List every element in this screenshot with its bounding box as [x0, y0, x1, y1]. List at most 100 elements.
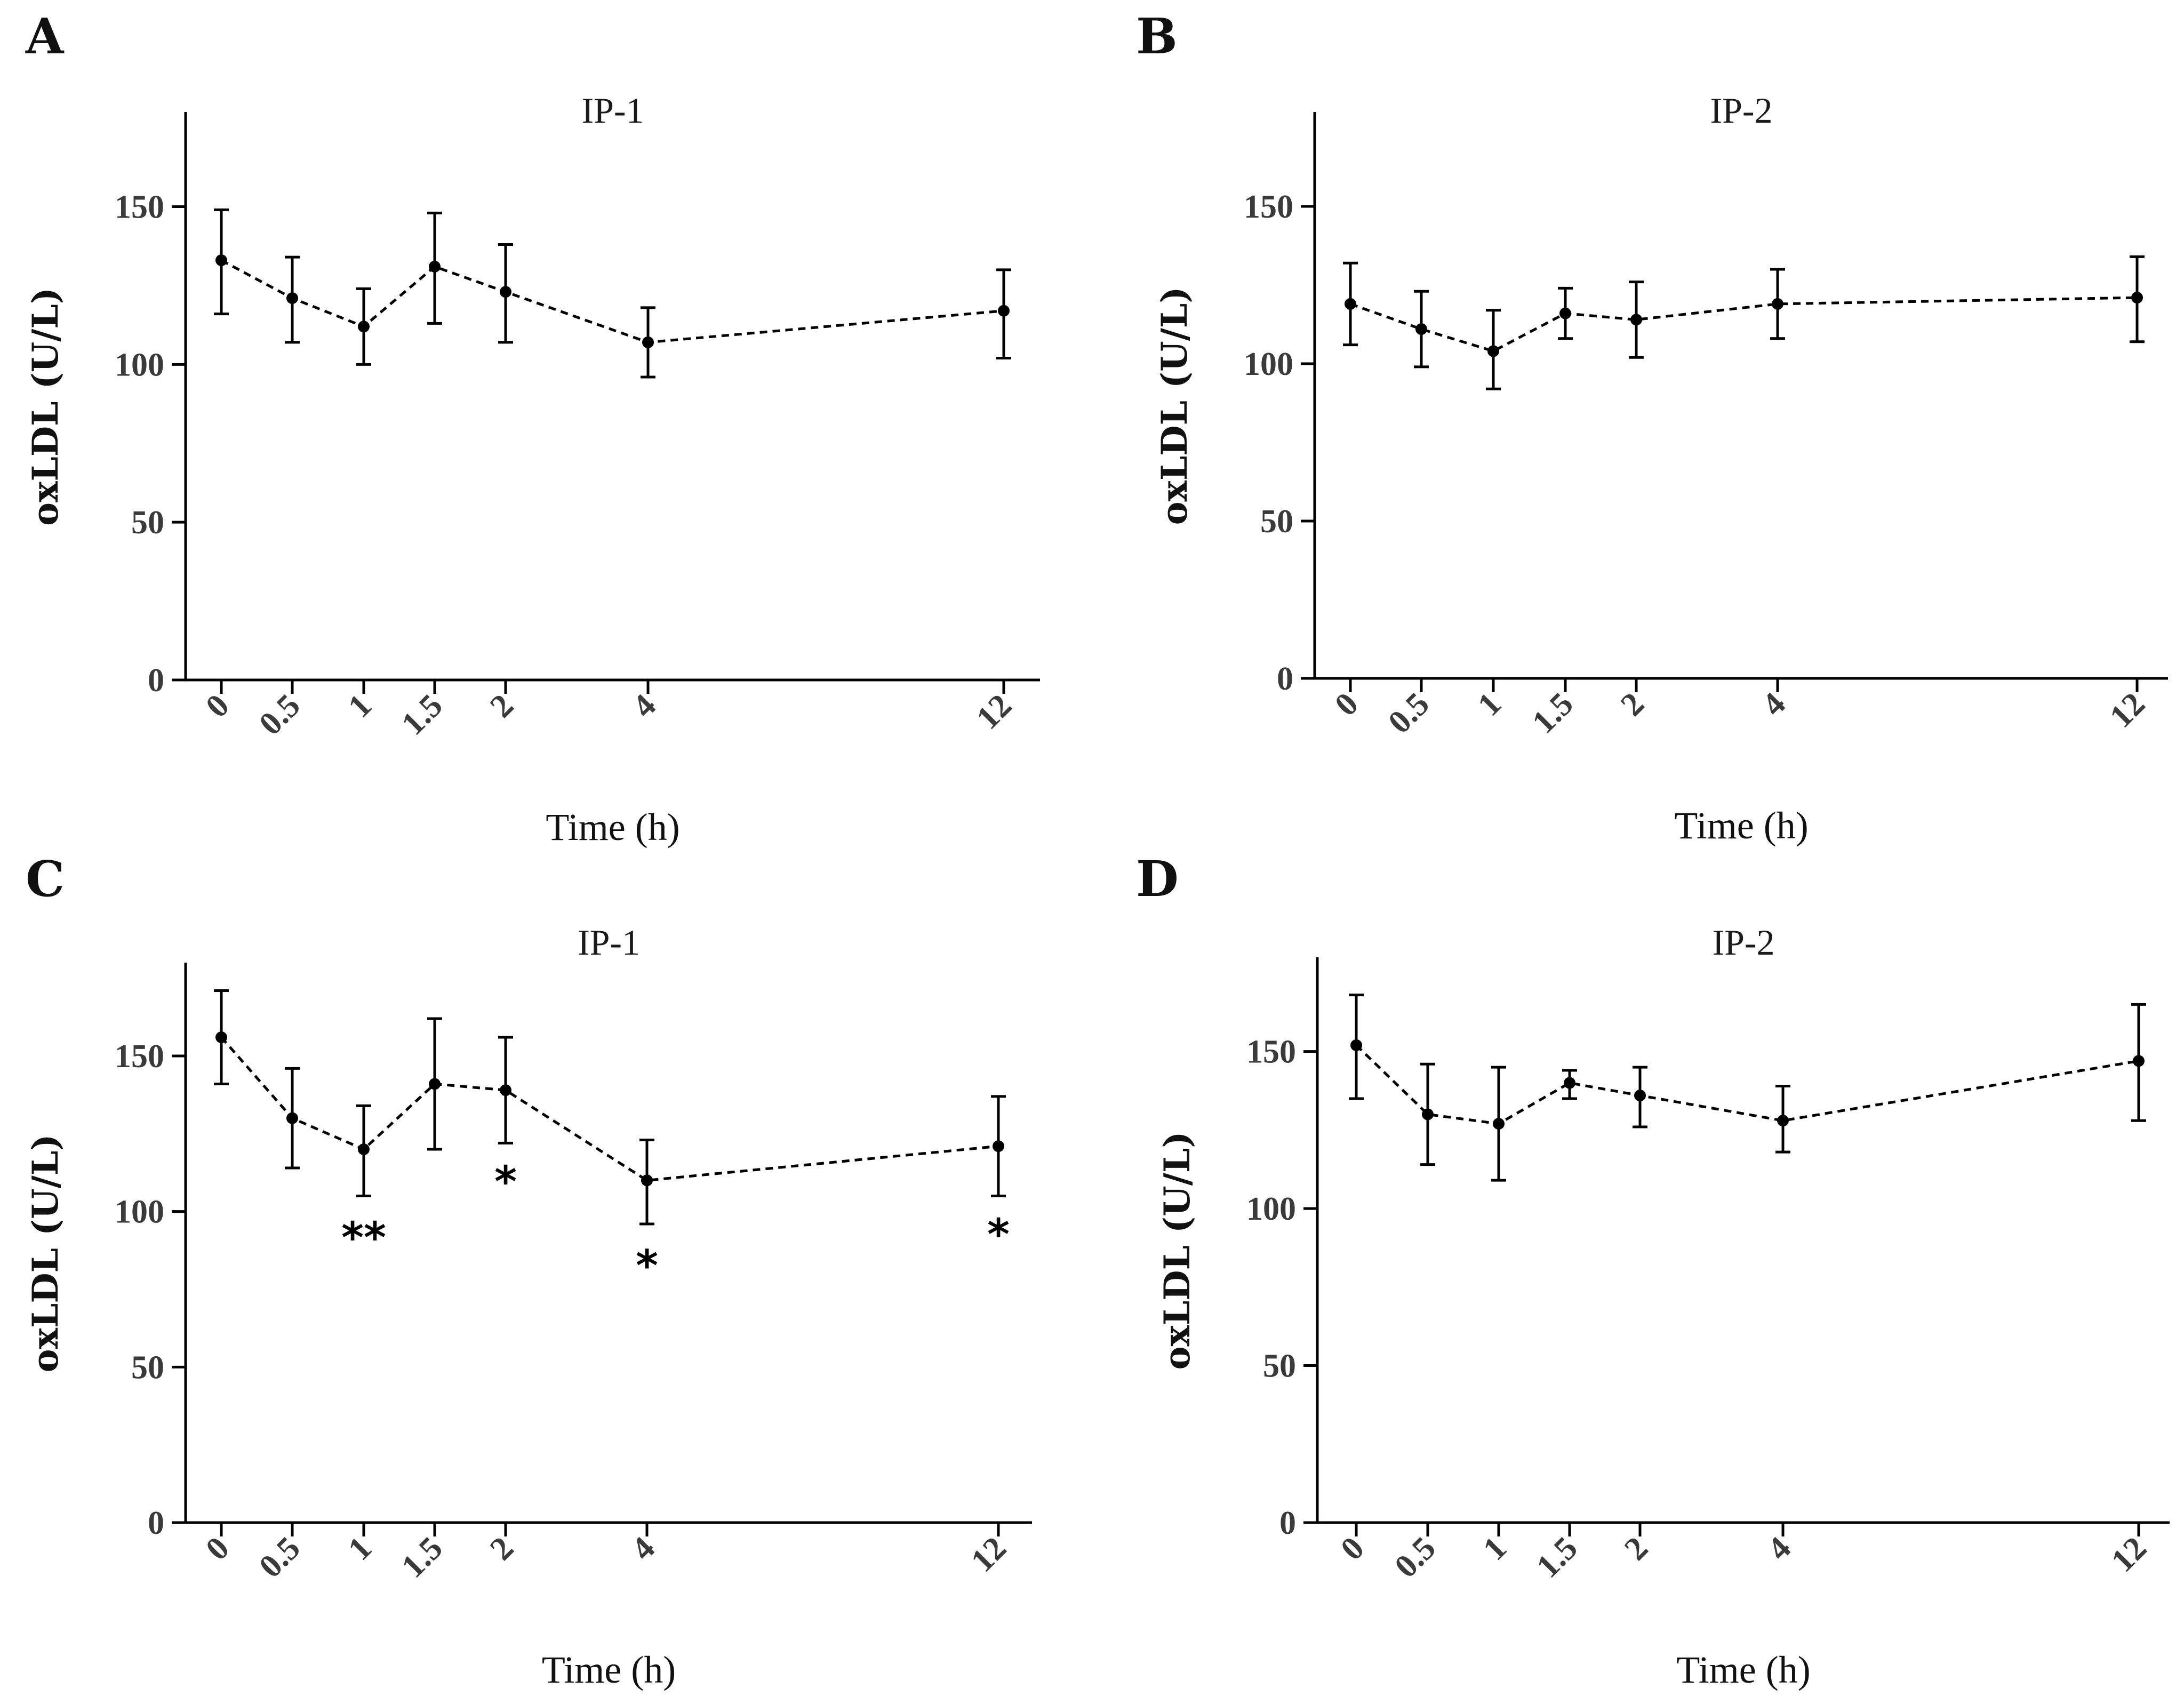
y-tick-label: 0 [1279, 1505, 1296, 1541]
x-tick-label: 1 [341, 1530, 379, 1567]
x-tick-label: 0.5 [1388, 1530, 1443, 1585]
x-tick-label: 0 [199, 1530, 236, 1567]
y-tick-label: 150 [1244, 189, 1293, 225]
data-point [993, 1140, 1004, 1152]
data-point [1634, 1090, 1646, 1102]
data-point [500, 286, 511, 298]
x-axis-title: Time (h) [1674, 804, 1808, 847]
x-tick-label: 2 [1618, 1530, 1655, 1567]
significance-marker: * [494, 1157, 517, 1206]
significance-marker: ** [341, 1213, 386, 1262]
chart-title: IP-2 [1710, 90, 1772, 131]
significance-marker: * [636, 1241, 658, 1291]
x-tick-label: 4 [626, 687, 663, 725]
y-axis-title: oxLDL (U/L) [25, 287, 66, 526]
data-point [215, 1031, 227, 1043]
panel-c: C IP-1 0 50 100 150 0 0.5 1 1.5 2 4 12 Time (h) oxLDL … [25, 850, 1032, 1691]
series-line [1350, 296, 2138, 353]
panel-letter: D [1136, 850, 1179, 908]
chart-title: IP-1 [578, 922, 640, 963]
data-point [500, 1084, 511, 1096]
data-point [1777, 1115, 1789, 1127]
x-tick-label: 0.5 [252, 687, 307, 742]
data-point [2133, 1055, 2145, 1067]
x-axis-title: Time (h) [546, 806, 679, 849]
data-point [286, 1112, 298, 1124]
data-point [2131, 292, 2143, 304]
x-tick-label: 0 [199, 687, 236, 725]
x-axis-title: Time (h) [542, 1648, 676, 1691]
significance-marker: * [987, 1210, 1010, 1260]
x-tick-label: 12 [2103, 686, 2152, 735]
data-point [429, 260, 441, 273]
x-tick-label: 12 [2105, 1530, 2154, 1579]
chart-title: IP-2 [1712, 922, 1774, 963]
data-point [1493, 1118, 1505, 1130]
y-axis-title: oxLDL (U/L) [1156, 1132, 1198, 1370]
data-point [1350, 1039, 1362, 1051]
y-tick-label: 50 [1263, 1348, 1296, 1384]
y-axis-title: oxLDL (U/L) [25, 1134, 66, 1373]
x-tick-label: 2 [483, 1530, 521, 1567]
x-tick-label: 12 [964, 1530, 1013, 1579]
x-tick-label: 4 [625, 1530, 662, 1567]
x-tick-label: 1.5 [1525, 686, 1580, 741]
y-tick-label: 50 [1260, 503, 1293, 540]
y-tick-label: 0 [1277, 661, 1293, 697]
y-axis-title: oxLDL (U/L) [1154, 287, 1195, 525]
panel-letter: B [1136, 7, 1178, 65]
data-point [1487, 345, 1499, 357]
data-point [1422, 1108, 1434, 1120]
data-point [1772, 298, 1783, 310]
data-point [1559, 307, 1571, 319]
x-tick-label: 2 [1614, 686, 1651, 723]
data-point [1630, 314, 1642, 326]
x-tick-label: 0 [1334, 1530, 1371, 1567]
data-point [429, 1078, 441, 1090]
data-point [642, 336, 654, 348]
x-tick-label: 0.5 [1381, 686, 1436, 741]
panel-letter: A [25, 7, 65, 65]
panel-b: B IP-2 0 50 100 150 0 0.5 1 1.5 2 4 12 Time (h) oxLDL … [1136, 7, 2168, 847]
y-tick-label: 100 [1246, 1191, 1296, 1227]
x-axis-title: Time (h) [1676, 1648, 1810, 1691]
y-tick-label: 100 [115, 347, 164, 383]
x-tick-label: 0.5 [252, 1530, 307, 1585]
y-tick-label: 0 [148, 662, 164, 699]
series-line [1355, 1044, 2139, 1125]
data-point [1415, 323, 1427, 335]
x-tick-label: 4 [1761, 1530, 1798, 1567]
series-line [220, 259, 1004, 344]
y-tick-label: 150 [1246, 1034, 1296, 1070]
x-tick-label: 4 [1755, 686, 1793, 723]
x-tick-label: 12 [970, 687, 1019, 737]
x-tick-label: 1 [341, 687, 379, 725]
panel-d: D IP-2 0 50 100 150 0 0.5 1 1.5 2 4 12 Time (h) oxLDL … [1136, 850, 2170, 1691]
y-tick-label: 100 [1244, 346, 1293, 382]
x-tick-label: 1.5 [1530, 1530, 1585, 1585]
chart-title: IP-1 [581, 90, 644, 131]
y-tick-label: 150 [115, 189, 164, 226]
x-tick-label: 0 [1328, 686, 1365, 723]
y-tick-label: 100 [115, 1194, 164, 1230]
data-point [358, 321, 370, 333]
y-tick-label: 50 [131, 1349, 164, 1386]
series-line [220, 1036, 999, 1182]
x-tick-label: 1 [1471, 686, 1508, 723]
panel-a: A IP-1 0 50 100 150 0 0.5 1 1.5 2 4 12 Time (h) oxLDL … [25, 7, 1040, 849]
x-tick-label: 1.5 [395, 1530, 450, 1585]
panel-letter: C [26, 850, 65, 908]
data-point [1345, 298, 1356, 310]
x-tick-label: 1 [1476, 1530, 1514, 1567]
x-tick-label: 2 [483, 687, 521, 725]
data-point [998, 305, 1010, 317]
data-point [1564, 1077, 1575, 1089]
data-point [641, 1174, 653, 1187]
data-point [215, 254, 227, 267]
data-point [286, 292, 298, 305]
y-tick-label: 0 [148, 1505, 164, 1541]
y-tick-label: 150 [115, 1038, 164, 1075]
y-tick-label: 50 [131, 505, 164, 541]
x-tick-label: 1.5 [395, 687, 450, 742]
